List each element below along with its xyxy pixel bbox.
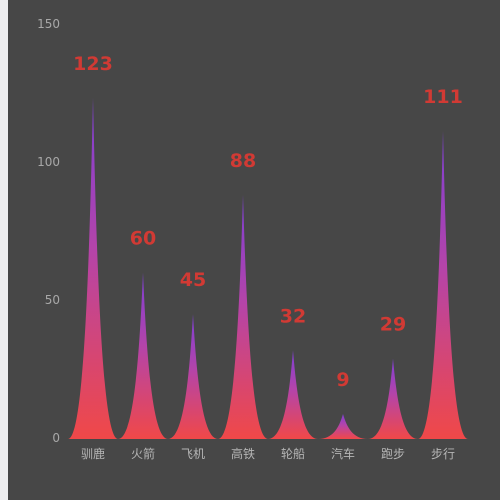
x-axis: 驯鹿 火箭 飞机 高铁 轮船 汽车 跑步 步行 <box>81 446 455 461</box>
bar-spike <box>68 97 118 439</box>
data-label: 60 <box>130 228 156 250</box>
x-tick-label: 火箭 <box>131 446 155 461</box>
y-tick-label: 150 <box>37 17 60 31</box>
data-label: 29 <box>380 314 406 336</box>
x-tick-label: 汽车 <box>331 446 355 461</box>
bar-spike <box>168 314 218 439</box>
bar-spike <box>418 131 468 439</box>
bar-spike <box>368 358 418 439</box>
x-tick-label: 高铁 <box>231 446 255 461</box>
y-tick-label: 50 <box>45 293 60 307</box>
bar-spike <box>218 194 268 439</box>
bar-spike <box>118 272 168 439</box>
bar-series <box>68 97 468 439</box>
x-tick-label: 轮船 <box>281 447 305 461</box>
data-label: 88 <box>230 150 256 172</box>
y-tick-label: 100 <box>37 155 60 169</box>
data-label: 123 <box>73 53 113 75</box>
x-tick-label: 飞机 <box>181 447 205 461</box>
data-label: 111 <box>423 86 463 108</box>
data-labels: 123 60 45 88 32 9 29 111 <box>73 53 463 391</box>
bar-spike <box>318 414 368 439</box>
data-label: 32 <box>280 305 306 327</box>
bar-spike <box>268 350 318 439</box>
x-tick-label: 步行 <box>431 447 455 461</box>
data-label: 45 <box>180 269 206 291</box>
y-axis: 0 50 100 150 <box>37 17 60 445</box>
x-tick-label: 驯鹿 <box>81 446 105 461</box>
y-tick-label: 0 <box>52 431 60 445</box>
x-tick-label: 跑步 <box>381 447 405 461</box>
data-label: 9 <box>336 369 349 391</box>
